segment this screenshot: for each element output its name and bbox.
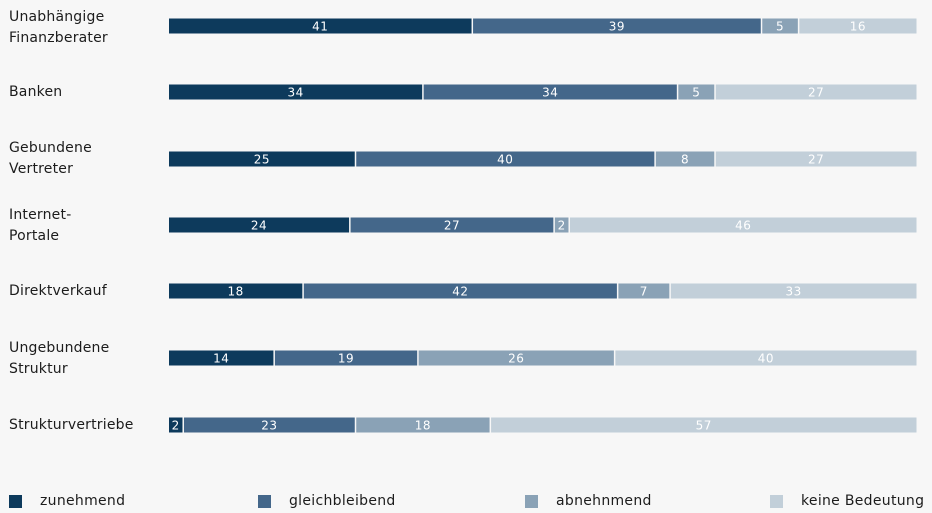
legend-swatch	[525, 494, 538, 508]
legend-item: keine Bedeutung	[770, 493, 924, 509]
bar-segment	[554, 217, 569, 233]
legend-label: gleichbleibend	[289, 493, 396, 509]
bar-segment	[618, 283, 670, 299]
legend-item: abnehnmend	[525, 493, 652, 509]
data-label: 25	[254, 153, 270, 167]
data-label: 18	[228, 285, 244, 299]
bar-segment	[678, 84, 715, 100]
data-label: 24	[251, 219, 267, 233]
legend-swatch	[9, 494, 22, 508]
category-label: Direktverkauf	[9, 283, 107, 299]
data-label: 57	[696, 419, 712, 433]
bar-segment	[799, 18, 917, 34]
bar-segment	[169, 217, 350, 233]
bar-segment	[356, 417, 490, 433]
data-label: 18	[415, 419, 431, 433]
data-label: 40	[497, 153, 513, 167]
bar-segment	[350, 217, 554, 233]
data-label: 46	[735, 219, 751, 233]
category-label: Ungebundene Struktur	[9, 340, 110, 377]
bar-segment	[418, 350, 614, 366]
data-label: 33	[786, 285, 802, 299]
data-label: 2	[172, 419, 180, 433]
data-label: 27	[808, 86, 824, 100]
bar-segment	[473, 18, 761, 34]
data-label: 14	[213, 352, 229, 366]
legend-item: zunehmend	[9, 493, 125, 509]
bar-segment	[169, 417, 183, 433]
legend: zunehmend gleichbleibend abnehnmend keine B…	[0, 493, 932, 513]
data-label: 2	[558, 219, 566, 233]
data-label: 42	[452, 285, 468, 299]
data-label: 26	[508, 352, 524, 366]
data-label: 19	[338, 352, 354, 366]
bar-segment	[169, 350, 274, 366]
bar-segment	[762, 18, 798, 34]
legend-label: keine Bedeutung	[801, 493, 925, 509]
category-label: Gebundene Vertreter	[9, 140, 92, 177]
bar-segment	[169, 84, 423, 100]
bar-segment	[169, 18, 472, 34]
bar-segment	[423, 84, 677, 100]
bar-segment	[169, 151, 355, 167]
bar-segment	[491, 417, 917, 433]
bar-segment	[655, 151, 715, 167]
data-label: 8	[681, 153, 689, 167]
data-label: 40	[758, 352, 774, 366]
legend-item: gleichbleibend	[258, 493, 396, 509]
bar-segment	[715, 151, 917, 167]
bar-segment	[569, 217, 917, 233]
bar-segment	[715, 84, 917, 100]
data-label: 27	[808, 153, 824, 167]
category-label: Internet- Portale	[9, 207, 72, 244]
category-label: Unabhängige Finanzberater	[9, 9, 108, 46]
bar-segment	[183, 417, 355, 433]
bar-segment	[303, 283, 617, 299]
bar-segment	[670, 283, 917, 299]
bar-segment	[356, 151, 655, 167]
legend-swatch	[770, 494, 783, 508]
data-label: 41	[312, 20, 328, 34]
data-label: 7	[640, 285, 648, 299]
legend-label: zunehmend	[40, 493, 126, 509]
data-label: 39	[609, 20, 625, 34]
data-label: 34	[542, 86, 558, 100]
data-label: 16	[850, 20, 866, 34]
legend-label: abnehnmend	[556, 493, 652, 509]
data-label: 27	[444, 219, 460, 233]
data-label: 5	[776, 20, 784, 34]
bar-segment	[274, 350, 418, 366]
data-label: 5	[692, 86, 700, 100]
category-label: Strukturvertriebe	[9, 417, 134, 433]
bar-segment	[615, 350, 917, 366]
legend-swatch	[258, 494, 271, 508]
bar-segment	[169, 283, 303, 299]
data-label: 34	[287, 86, 303, 100]
category-label: Banken	[9, 84, 63, 100]
data-label: 23	[261, 419, 277, 433]
